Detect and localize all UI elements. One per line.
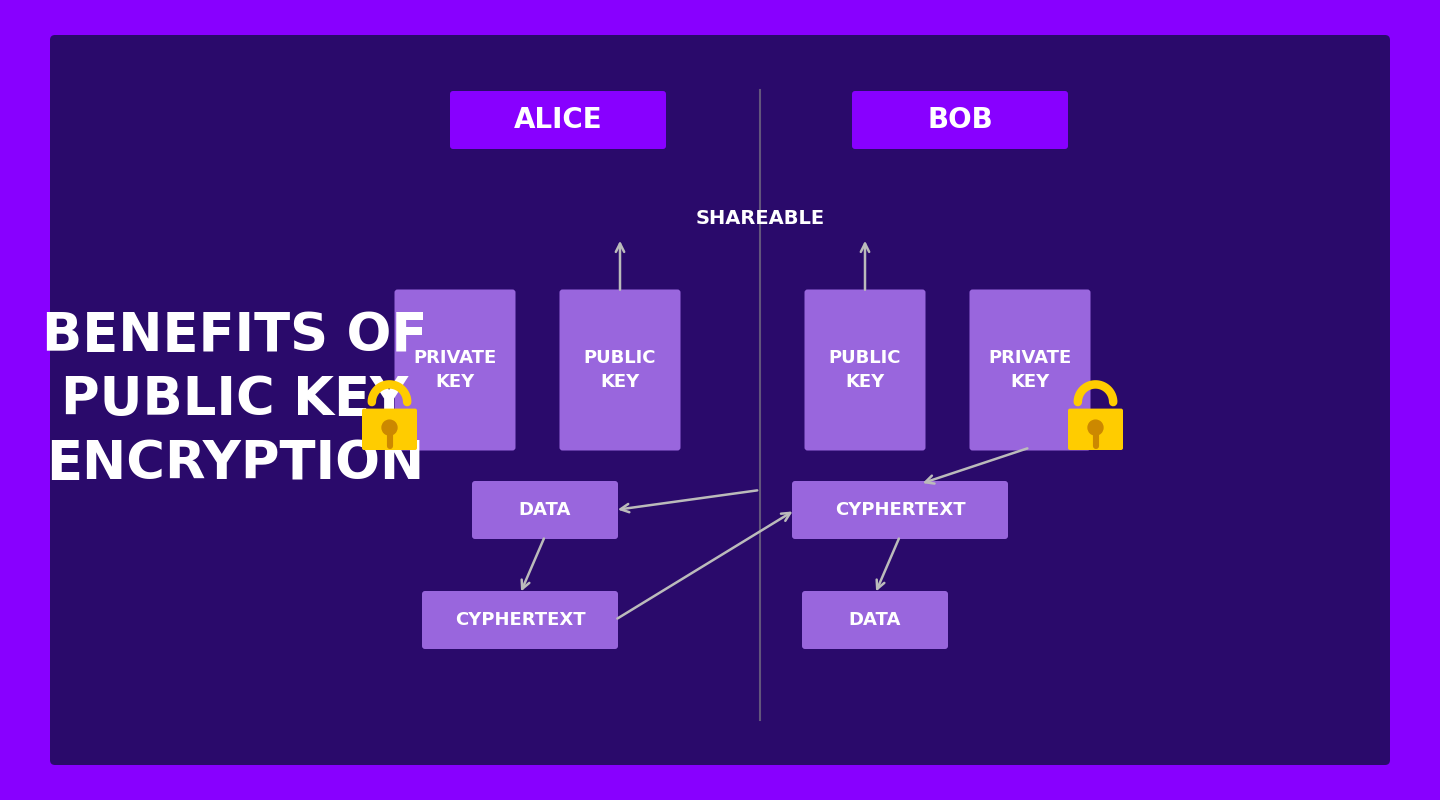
Text: PRIVATE
KEY: PRIVATE KEY <box>413 349 497 391</box>
Text: PUBLIC
KEY: PUBLIC KEY <box>829 349 901 391</box>
FancyBboxPatch shape <box>422 591 618 649</box>
FancyBboxPatch shape <box>361 409 418 450</box>
Text: CYPHERTEXT: CYPHERTEXT <box>455 611 585 629</box>
Text: CYPHERTEXT: CYPHERTEXT <box>835 501 965 519</box>
Text: BOB: BOB <box>927 106 992 134</box>
FancyBboxPatch shape <box>852 91 1068 149</box>
FancyBboxPatch shape <box>792 481 1008 539</box>
FancyBboxPatch shape <box>1068 409 1123 450</box>
Text: DATA: DATA <box>518 501 572 519</box>
Text: BENEFITS OF
PUBLIC KEY
ENCRYPTION: BENEFITS OF PUBLIC KEY ENCRYPTION <box>42 310 428 490</box>
Text: DATA: DATA <box>848 611 901 629</box>
FancyBboxPatch shape <box>50 35 1390 765</box>
FancyBboxPatch shape <box>805 290 926 450</box>
FancyBboxPatch shape <box>472 481 618 539</box>
FancyBboxPatch shape <box>449 91 665 149</box>
FancyBboxPatch shape <box>969 290 1090 450</box>
FancyBboxPatch shape <box>560 290 681 450</box>
Text: ALICE: ALICE <box>514 106 602 134</box>
Circle shape <box>1089 420 1103 435</box>
Text: SHAREABLE: SHAREABLE <box>696 209 825 227</box>
FancyBboxPatch shape <box>395 290 516 450</box>
Text: PUBLIC
KEY: PUBLIC KEY <box>583 349 657 391</box>
FancyBboxPatch shape <box>802 591 948 649</box>
Circle shape <box>382 420 397 435</box>
Text: PRIVATE
KEY: PRIVATE KEY <box>988 349 1071 391</box>
